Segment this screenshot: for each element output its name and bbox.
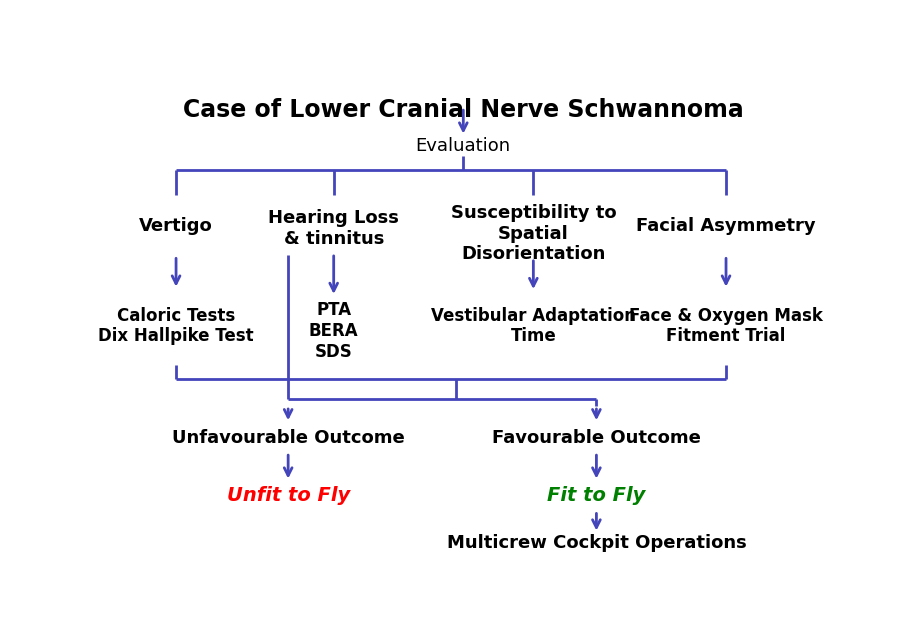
Text: Vestibular Adaptation
Time: Vestibular Adaptation Time [431, 307, 635, 345]
Text: Multicrew Cockpit Operations: Multicrew Cockpit Operations [446, 534, 746, 552]
Text: Vertigo: Vertigo [139, 217, 213, 235]
Text: Unfavourable Outcome: Unfavourable Outcome [172, 428, 404, 447]
Text: Unfit to Fly: Unfit to Fly [227, 487, 349, 505]
Text: Susceptibility to
Spatial
Disorientation: Susceptibility to Spatial Disorientation [450, 204, 616, 263]
Text: Caloric Tests
Dix Hallpike Test: Caloric Tests Dix Hallpike Test [98, 307, 254, 345]
Text: PTA
BERA
SDS: PTA BERA SDS [309, 301, 358, 360]
Text: Face & Oxygen Mask
Fitment Trial: Face & Oxygen Mask Fitment Trial [628, 307, 822, 345]
Text: Case of Lower Cranial Nerve Schwannoma: Case of Lower Cranial Nerve Schwannoma [182, 98, 743, 122]
Text: Evaluation: Evaluation [415, 137, 510, 155]
Text: Facial Asymmetry: Facial Asymmetry [636, 217, 815, 235]
Text: Fit to Fly: Fit to Fly [546, 487, 645, 505]
Text: Hearing Loss
& tinnitus: Hearing Loss & tinnitus [268, 209, 399, 248]
Text: Favourable Outcome: Favourable Outcome [491, 428, 700, 447]
